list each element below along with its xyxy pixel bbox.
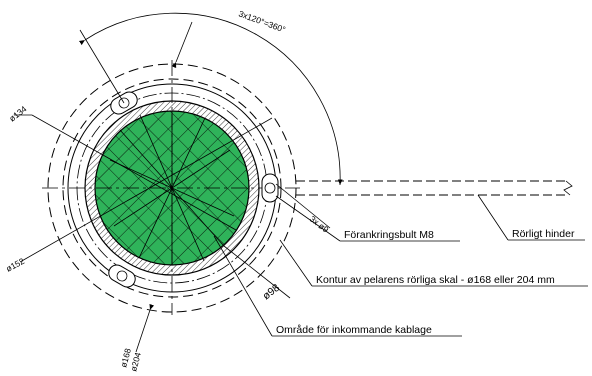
callout-cable-area: Område för inkommande kablage — [276, 324, 432, 336]
dim-168: ø168 — [118, 347, 133, 369]
callout-obstacle: Rörligt hinder — [512, 228, 575, 240]
dim-98: ø98 — [260, 282, 282, 303]
movable-obstacle — [296, 180, 568, 196]
dim-152: ø152 — [4, 256, 26, 274]
angle-ext-line — [79, 29, 125, 104]
callout-contour: Kontur av pelarens rörliga skal - ø168 e… — [316, 274, 555, 286]
dim-134: ø134 — [7, 104, 29, 124]
dim-holes: 3x ø9 — [308, 214, 331, 235]
angle-arc — [78, 12, 343, 186]
bolt-slot-bottom — [108, 264, 136, 288]
obstacle-break — [563, 180, 573, 196]
bolt-slot-right — [261, 173, 279, 203]
dim-204: ø204 — [128, 351, 143, 373]
callout-anchor-bolt: Förankringsbult M8 — [344, 229, 434, 241]
dim-angle: 3x120°=360° — [237, 8, 287, 34]
